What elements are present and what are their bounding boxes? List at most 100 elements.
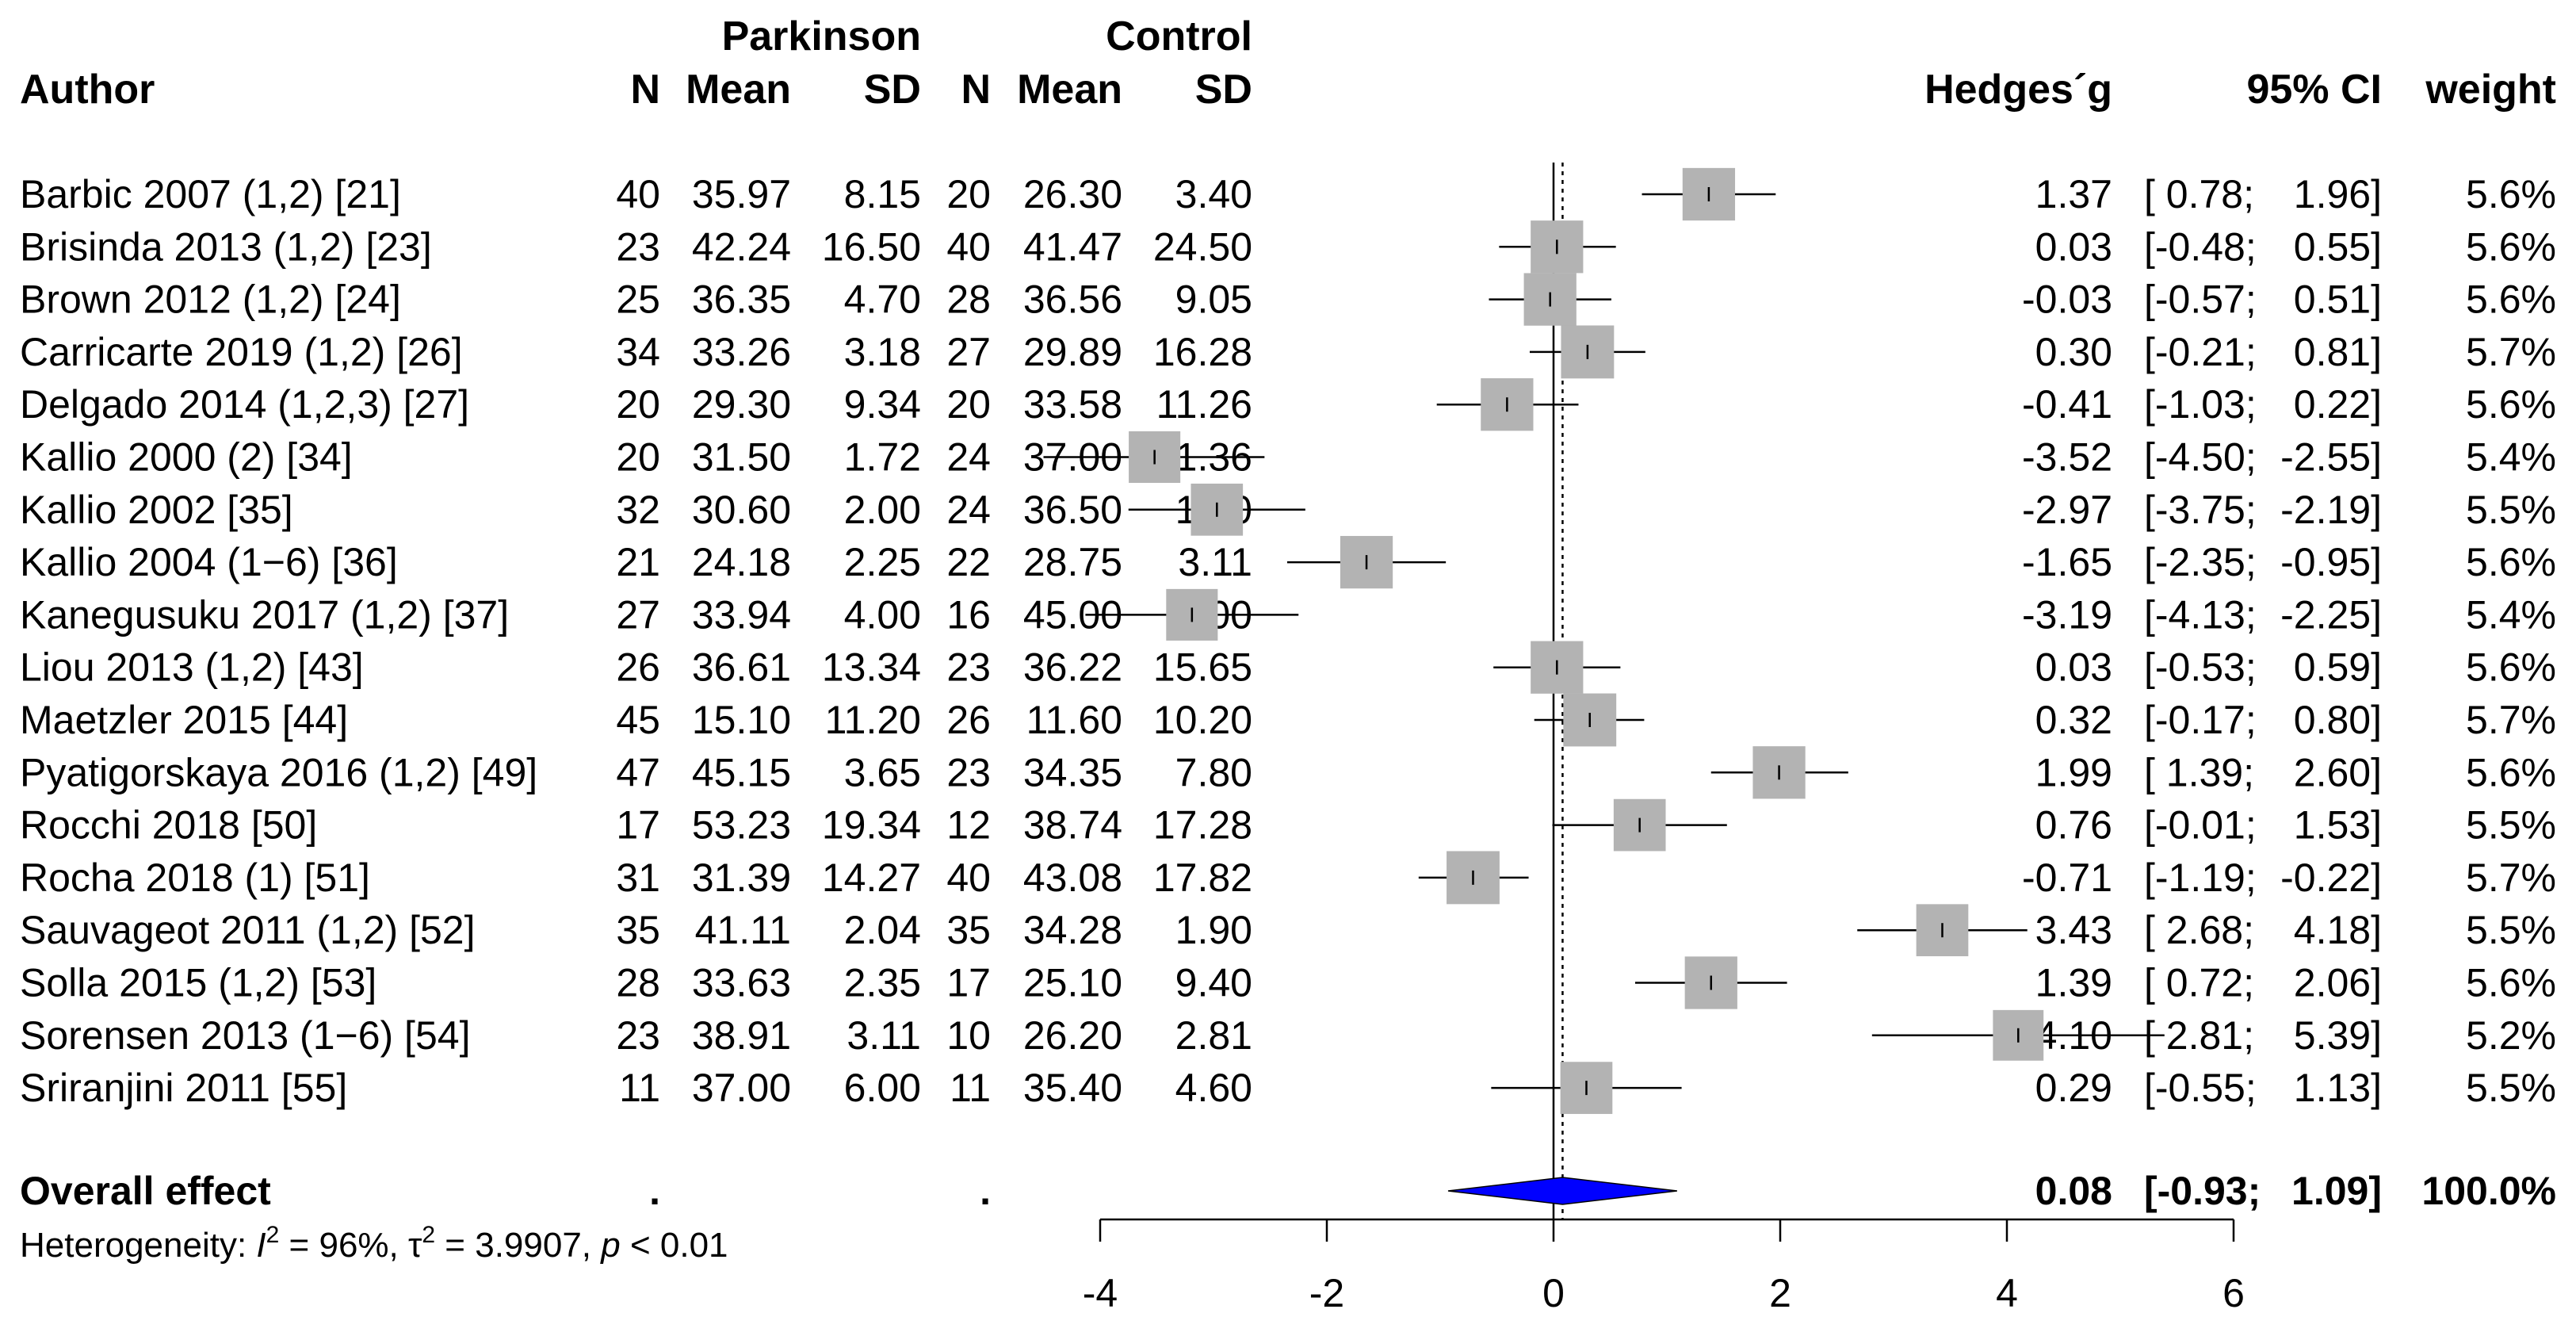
pd-n: 28 <box>616 961 660 1005</box>
ci-lower: [ 0.78; <box>2144 172 2254 216</box>
pd-sd: 3.11 <box>847 1013 921 1058</box>
ci-lower: [-4.50; <box>2144 435 2257 480</box>
pd-mean: 15.10 <box>692 698 791 742</box>
study-author: Kallio 2002 [35] <box>20 488 293 532</box>
control-n: 27 <box>946 330 991 374</box>
ci-lower: [-0.57; <box>2144 278 2257 322</box>
control-sd: 3.11 <box>1178 540 1252 584</box>
control-sd: 9.05 <box>1175 278 1252 322</box>
ci-lower: [-1.03; <box>2144 382 2257 427</box>
study-row: Solla 2015 (1,2) [53] 28 33.63 2.35 17 25.10 9… <box>20 961 2556 1005</box>
study-author: Maetzler 2015 [44] <box>20 698 348 742</box>
pd-n: 31 <box>616 856 660 900</box>
weight-value: 5.6% <box>2466 172 2556 216</box>
pd-sd: 19.34 <box>822 803 921 848</box>
study-row: Kanegusuku 2017 (1,2) [37] 27 33.94 4.00 16 4… <box>20 592 2556 637</box>
weight-value: 5.4% <box>2466 435 2556 480</box>
weight-value: 5.5% <box>2466 908 2556 952</box>
hedges-g-value: 0.30 <box>2035 330 2112 374</box>
header-control: Control <box>1106 13 1252 59</box>
study-row: Liou 2013 (1,2) [43] 26 36.61 13.34 23 36.22 1… <box>20 645 2556 690</box>
ci-upper: 0.22] <box>2294 382 2382 427</box>
control-sd: 10.20 <box>1153 698 1252 742</box>
overall-label: Overall effect <box>20 1169 271 1213</box>
het-tau-symbol: τ <box>408 1226 422 1265</box>
hedges-g-value: 0.76 <box>2035 803 2112 848</box>
control-mean: 36.50 <box>1023 488 1122 532</box>
pd-mean: 45.15 <box>692 750 791 794</box>
pd-sd: 4.00 <box>844 592 921 637</box>
hedges-g-value: 0.29 <box>2035 1066 2112 1110</box>
control-n: 40 <box>946 856 991 900</box>
weight-value: 5.4% <box>2466 592 2556 637</box>
pd-sd: 11.20 <box>825 698 921 742</box>
pd-sd: 2.00 <box>844 488 921 532</box>
pd-mean: 30.60 <box>692 488 791 532</box>
hedges-g-value: -0.71 <box>2022 856 2112 900</box>
control-n: 11 <box>950 1066 991 1110</box>
overall-diamond <box>1447 1177 1677 1205</box>
pd-sd: 2.04 <box>844 908 921 952</box>
control-n: 22 <box>946 540 991 584</box>
pd-mean: 37.00 <box>692 1066 791 1110</box>
ci-upper: -2.55] <box>2280 435 2382 480</box>
control-n: 12 <box>946 803 991 848</box>
het-p-symbol: p <box>599 1226 620 1265</box>
control-n: 20 <box>946 382 991 427</box>
control-mean: 11.60 <box>1026 698 1122 742</box>
x-tick-label: 2 <box>1769 1271 1791 1315</box>
ci-upper: -2.19] <box>2280 488 2382 532</box>
hedges-g-value: -3.19 <box>2022 592 2112 637</box>
pd-mean: 41.11 <box>695 908 791 952</box>
weight-value: 5.5% <box>2466 803 2556 848</box>
ci-lower: [-0.48; <box>2144 224 2257 269</box>
x-tick-label: 4 <box>1996 1271 2018 1315</box>
heterogeneity-text: Heterogeneity: I2 = 96%, τ2 = 3.9907, p … <box>20 1222 728 1265</box>
study-row: Barbic 2007 (1,2) [21] 40 35.97 8.15 20 26.30… <box>20 172 2556 216</box>
ci-lower: [-3.75; <box>2144 488 2257 532</box>
weight-value: 5.6% <box>2466 540 2556 584</box>
header-c-sd: SD <box>1195 67 1252 113</box>
control-mean: 29.89 <box>1023 330 1122 374</box>
control-mean: 33.58 <box>1023 382 1122 427</box>
header-pd-n: N <box>630 67 660 113</box>
control-sd: 16.28 <box>1153 330 1252 374</box>
study-author: Solla 2015 (1,2) [53] <box>20 961 376 1005</box>
het-i2-value: = 96%, <box>279 1226 408 1265</box>
hedges-g-value: 1.99 <box>2035 750 2112 794</box>
study-row: Sriranjini 2011 [55] 11 37.00 6.00 11 35.40 4.… <box>20 1066 2556 1110</box>
ci-upper: -0.95] <box>2280 540 2382 584</box>
header-weight: weight <box>2425 67 2556 113</box>
ci-upper: 5.39] <box>2294 1013 2382 1058</box>
pd-n: 40 <box>616 172 660 216</box>
header-hedges-g: Hedges´g <box>1924 67 2112 113</box>
overall-weight: 100.0% <box>2421 1169 2556 1213</box>
pd-mean: 31.39 <box>692 856 791 900</box>
control-mean: 34.35 <box>1023 750 1122 794</box>
pd-sd: 16.50 <box>822 224 921 269</box>
ci-lower: [-0.55; <box>2144 1066 2257 1110</box>
weight-value: 5.2% <box>2466 1013 2556 1058</box>
hedges-g-value: -0.03 <box>2022 278 2112 322</box>
pd-sd: 4.70 <box>844 278 921 322</box>
x-tick-label: -4 <box>1083 1271 1118 1315</box>
study-author: Barbic 2007 (1,2) [21] <box>20 172 401 216</box>
pd-sd: 3.65 <box>844 750 921 794</box>
control-mean: 41.47 <box>1023 224 1122 269</box>
control-n: 17 <box>946 961 991 1005</box>
study-author: Sauvageot 2011 (1,2) [52] <box>20 908 476 952</box>
pd-mean: 33.63 <box>692 961 791 1005</box>
pd-n: 32 <box>616 488 660 532</box>
pd-mean: 36.61 <box>692 645 791 690</box>
pd-sd: 1.72 <box>844 435 921 480</box>
ci-upper: 2.06] <box>2294 961 2382 1005</box>
ci-lower: [-0.17; <box>2144 698 2257 742</box>
overall-ci-lower: [-0.93; <box>2144 1169 2261 1213</box>
weight-value: 5.7% <box>2466 856 2556 900</box>
study-row: Carricarte 2019 (1,2) [26] 34 33.26 3.18 27 2… <box>20 330 2556 374</box>
ci-upper: -0.22] <box>2280 856 2382 900</box>
control-n: 20 <box>946 172 991 216</box>
study-row: Kallio 2004 (1−6) [36] 21 24.18 2.25 22 28.75… <box>20 540 2556 584</box>
ci-lower: [-1.19; <box>2144 856 2257 900</box>
ci-upper: 0.55] <box>2294 224 2382 269</box>
